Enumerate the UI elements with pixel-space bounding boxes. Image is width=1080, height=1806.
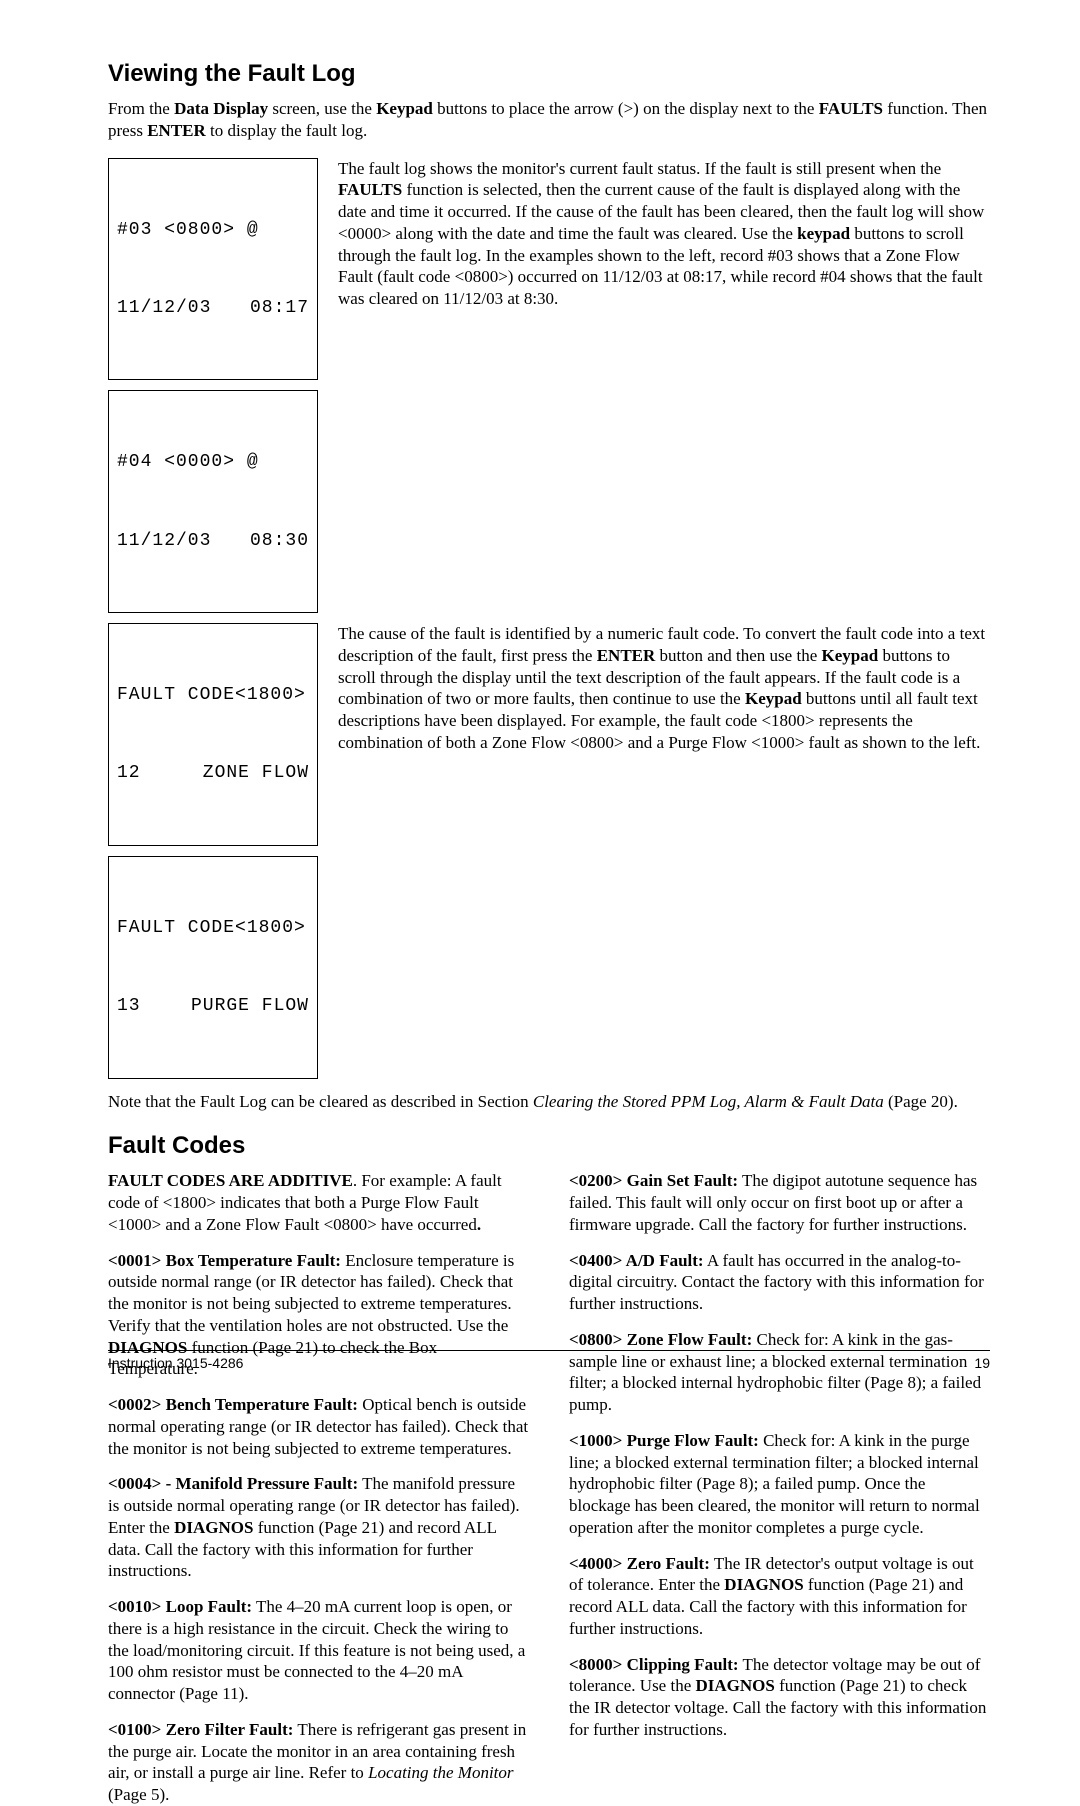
lcd-record-03: #03 <0800> @ 11/12/0308:17	[108, 158, 318, 381]
fault-code-0400: <0400> A/D Fault: A fault has occurred i…	[569, 1250, 990, 1315]
lcd-fault-code-12: FAULT CODE<1800> 12ZONE FLOW	[108, 623, 318, 846]
fault-log-example-1: #03 <0800> @ 11/12/0308:17 #04 <0000> @ …	[108, 158, 990, 614]
footer-page-number: 19	[974, 1355, 990, 1371]
note-paragraph: Note that the Fault Log can be cleared a…	[108, 1091, 990, 1113]
lcd-line: #03 <0800> @	[117, 217, 309, 243]
heading-viewing-fault-log: Viewing the Fault Log	[108, 60, 990, 88]
fault-code-4000: <4000> Zero Fault: The IR detector's out…	[569, 1553, 990, 1640]
lcd-line: 12ZONE FLOW	[117, 760, 309, 786]
footer-rule	[108, 1350, 990, 1351]
fault-codes-columns: FAULT CODES ARE ADDITIVE. For example: A…	[108, 1170, 990, 1806]
fault-code-0200: <0200> Gain Set Fault: The digipot autot…	[569, 1170, 990, 1235]
lcd-line: FAULT CODE<1800>	[117, 682, 309, 708]
lcd-line: #04 <0000> @	[117, 449, 309, 475]
lcd-record-04: #04 <0000> @ 11/12/0308:30	[108, 390, 318, 613]
page: Viewing the Fault Log From the Data Disp…	[0, 0, 1080, 1397]
fault-code-0010: <0010> Loop Fault: The 4–20 mA current l…	[108, 1596, 529, 1705]
fault-code-0100: <0100> Zero Filter Fault: There is refri…	[108, 1719, 529, 1806]
lcd-line: 13PURGE FLOW	[117, 993, 309, 1019]
fault-code-0800: <0800> Zone Flow Fault: Check for: A kin…	[569, 1329, 990, 1416]
footer-instruction-number: Instruction 3015-4286	[108, 1355, 243, 1371]
fault-code-1000: <1000> Purge Flow Fault: Check for: A ki…	[569, 1430, 990, 1539]
lcd-line: 11/12/0308:17	[117, 295, 309, 321]
fault-codes-col-right: <0200> Gain Set Fault: The digipot autot…	[569, 1170, 990, 1806]
lcd-line: 11/12/0308:30	[117, 528, 309, 554]
fault-code-0004: <0004> - Manifold Pressure Fault: The ma…	[108, 1473, 529, 1582]
intro-paragraph: From the Data Display screen, use the Ke…	[108, 98, 990, 142]
lcd-fault-code-13: FAULT CODE<1800> 13PURGE FLOW	[108, 856, 318, 1079]
page-footer: Instruction 3015-4286 19	[108, 1355, 990, 1371]
fault-codes-col-left: FAULT CODES ARE ADDITIVE. For example: A…	[108, 1170, 529, 1806]
fault-log-paragraph-2: The cause of the fault is identified by …	[338, 623, 990, 754]
fault-log-paragraph-1: The fault log shows the monitor's curren…	[338, 158, 990, 310]
fault-log-example-2: FAULT CODE<1800> 12ZONE FLOW FAULT CODE<…	[108, 623, 990, 1079]
fault-code-0002: <0002> Bench Temperature Fault: Optical …	[108, 1394, 529, 1459]
fault-codes-intro: FAULT CODES ARE ADDITIVE. For example: A…	[108, 1170, 529, 1235]
fault-code-8000: <8000> Clipping Fault: The detector volt…	[569, 1654, 990, 1741]
heading-fault-codes: Fault Codes	[108, 1132, 990, 1160]
lcd-line: FAULT CODE<1800>	[117, 915, 309, 941]
